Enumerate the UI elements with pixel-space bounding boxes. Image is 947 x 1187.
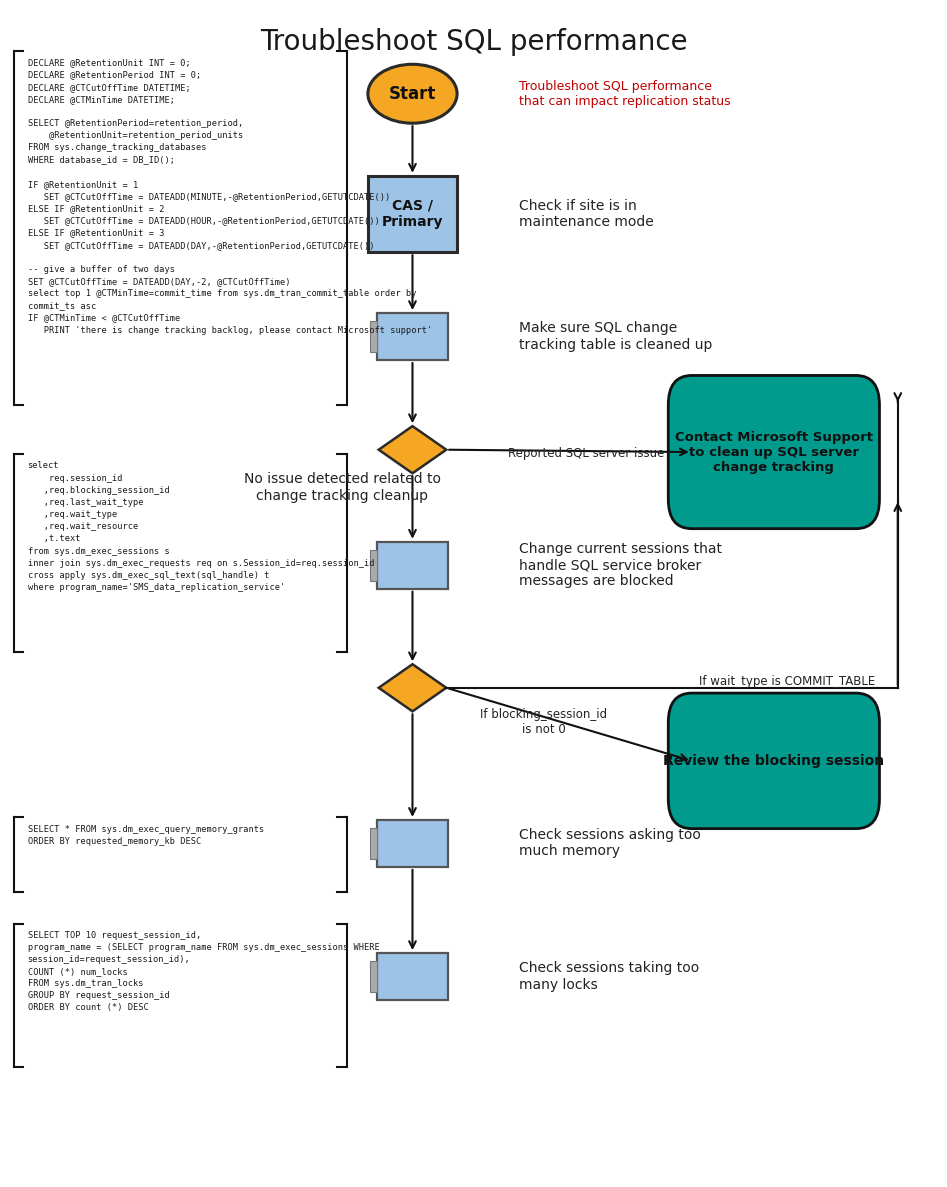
Text: Troubleshoot SQL performance
that can impact replication status: Troubleshoot SQL performance that can im… (519, 80, 730, 108)
Bar (369, 829, 377, 858)
Text: Troubleshoot SQL performance: Troubleshoot SQL performance (259, 27, 688, 56)
Bar (367, 176, 457, 253)
Text: Check if site is in
maintenance mode: Check if site is in maintenance mode (519, 199, 653, 229)
Text: Reported SQL server issue: Reported SQL server issue (508, 446, 665, 459)
Text: Check sessions asking too
much memory: Check sessions asking too much memory (519, 829, 701, 858)
Text: SELECT TOP 10 request_session_id,
program_name = (SELECT program_name FROM sys.d: SELECT TOP 10 request_session_id, progra… (27, 931, 380, 1013)
Bar (377, 820, 448, 867)
Bar (377, 953, 448, 1001)
Bar (377, 541, 448, 589)
FancyBboxPatch shape (669, 693, 880, 829)
Bar (369, 961, 377, 992)
Text: DECLARE @RetentionUnit INT = 0;
DECLARE @RetentionPeriod INT = 0;
DECLARE @CTCut: DECLARE @RetentionUnit INT = 0; DECLARE … (27, 58, 432, 335)
Text: select
    req.session_id
   ,req.blocking_session_id
   ,req.last_wait_type
   : select req.session_id ,req.blocking_sess… (27, 462, 374, 592)
Bar (369, 322, 377, 351)
Text: If blocking_session_id
is not 0: If blocking_session_id is not 0 (480, 707, 607, 736)
Text: Contact Microsoft Support
to clean up SQL server
change tracking: Contact Microsoft Support to clean up SQ… (675, 431, 873, 474)
Text: If wait_type is COMMIT_TABLE: If wait_type is COMMIT_TABLE (699, 675, 875, 688)
Bar (377, 313, 448, 360)
Polygon shape (379, 665, 446, 711)
Text: Review the blocking session: Review the blocking session (663, 754, 884, 768)
FancyBboxPatch shape (669, 375, 880, 528)
Text: Check sessions taking too
many locks: Check sessions taking too many locks (519, 961, 699, 991)
Text: CAS /
Primary: CAS / Primary (382, 199, 443, 229)
Text: No issue detected related to
change tracking cleanup: No issue detected related to change trac… (243, 472, 440, 502)
Text: SELECT * FROM sys.dm_exec_query_memory_grants
ORDER BY requested_memory_kb DESC: SELECT * FROM sys.dm_exec_query_memory_g… (27, 825, 264, 845)
Ellipse shape (367, 64, 457, 123)
Bar (369, 550, 377, 580)
Text: Make sure SQL change
tracking table is cleaned up: Make sure SQL change tracking table is c… (519, 322, 712, 351)
Polygon shape (379, 426, 446, 474)
Text: Change current sessions that
handle SQL service broker
messages are blocked: Change current sessions that handle SQL … (519, 542, 722, 589)
Text: Start: Start (389, 84, 437, 103)
